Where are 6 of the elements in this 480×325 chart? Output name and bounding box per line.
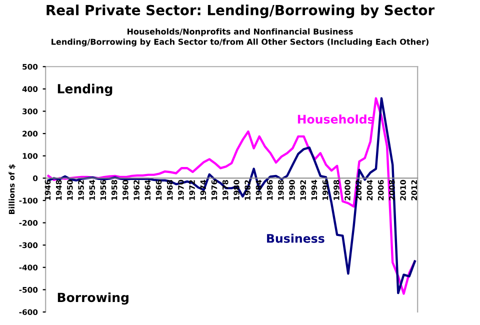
series-label: Business xyxy=(267,234,324,243)
annotation: Lending xyxy=(58,84,112,96)
chart-subtitle: Households/Nonprofits and Nonfinancial Business Lending/Borrowing by Each Sector to/from All Other Sectors (Including Each Other) xyxy=(52,28,428,46)
annotation: Borrowing xyxy=(58,292,128,305)
chart-title: Real Private Sector: Lending/Borrowing by Sector xyxy=(46,4,435,18)
series-label: Households xyxy=(298,114,374,124)
